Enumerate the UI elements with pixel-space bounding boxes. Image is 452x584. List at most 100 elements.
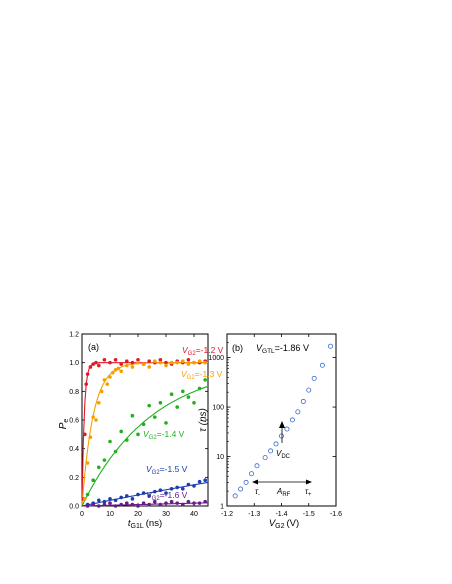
data-point-series-3 xyxy=(102,458,107,462)
panel-label-a: (a) xyxy=(88,342,99,352)
arf-arrow-left-head xyxy=(252,479,258,485)
data-point-series-4 xyxy=(192,484,196,488)
data-point-b xyxy=(289,417,295,423)
data-point-series-4 xyxy=(108,497,112,501)
data-point-series-2 xyxy=(97,401,101,405)
data-point-b xyxy=(328,343,334,349)
data-point-series-2 xyxy=(147,365,151,369)
data-point-series-1 xyxy=(125,359,129,364)
data-point-series-2 xyxy=(91,415,95,419)
data-point-series-3 xyxy=(181,389,185,394)
y-ticks-a: 0.0 0.2 0.4 0.6 0.8 1.0 1.2 xyxy=(69,332,208,511)
data-point-series-1 xyxy=(113,358,118,362)
data-point-series-2 xyxy=(181,359,185,364)
data-point-series-2 xyxy=(130,365,135,369)
data-point-series-3 xyxy=(192,401,196,405)
vdc-label: VDC xyxy=(276,449,291,460)
data-point-series-5 xyxy=(192,501,196,505)
data-point-series-4 xyxy=(203,478,207,483)
data-point-b xyxy=(243,479,249,485)
data-point-series-5 xyxy=(153,499,157,504)
y-tick-label-a: 0.0 xyxy=(69,504,79,511)
data-point-series-1 xyxy=(186,358,191,362)
data-point-series-2 xyxy=(116,366,121,371)
data-point-series-5 xyxy=(97,504,101,508)
arf-arrow-right-head xyxy=(306,479,312,485)
data-point-series-1 xyxy=(97,363,101,368)
data-point-series-4 xyxy=(136,492,140,497)
x-tick-label-b: -1.5 xyxy=(303,511,315,518)
data-point-series-2 xyxy=(113,368,118,372)
data-point-series-1 xyxy=(102,358,107,362)
data-point-series-2 xyxy=(136,360,140,365)
data-point-series-1 xyxy=(85,372,90,376)
y-tick-label-a: 0.4 xyxy=(69,446,79,453)
data-point-series-1 xyxy=(130,360,135,365)
x-tick-label-b: -1.2 xyxy=(221,511,233,518)
data-point-series-2 xyxy=(197,359,202,364)
data-point-series-4 xyxy=(164,491,168,495)
y-tick-label-a: 0.2 xyxy=(69,475,79,482)
tau-minus-label: τ- xyxy=(255,487,260,498)
y-tick-label-a: 0.8 xyxy=(69,389,79,396)
data-point-b xyxy=(249,471,255,477)
x-tick-label-b: -1.6 xyxy=(330,511,342,518)
data-point-b xyxy=(295,409,301,415)
data-point-series-2 xyxy=(175,360,179,365)
data-point-series-5 xyxy=(203,499,207,504)
data-point-series-3 xyxy=(169,392,174,397)
data-point-series-5 xyxy=(169,499,174,504)
data-point-series-2 xyxy=(158,360,163,365)
data-point-b xyxy=(232,493,238,499)
data-point-series-2 xyxy=(164,363,168,368)
y-tick-label-a: 1.2 xyxy=(69,332,79,339)
y-tick-label-a: 1.0 xyxy=(69,360,79,367)
data-point-series-3 xyxy=(91,478,95,483)
data-point-series-3 xyxy=(197,386,202,391)
y-tick-label-b: 100 xyxy=(212,405,224,412)
data-point-series-3 xyxy=(130,413,135,418)
data-point-b xyxy=(311,375,317,381)
data-point-series-3 xyxy=(203,378,207,382)
data-point-series-5 xyxy=(113,504,118,508)
data-point-series-4 xyxy=(125,494,129,498)
data-point-series-1 xyxy=(147,359,151,364)
arf-label: ARF xyxy=(276,487,291,498)
data-point-series-5 xyxy=(85,504,90,508)
data-point-series-4 xyxy=(181,487,185,491)
data-point-series-1 xyxy=(91,362,95,366)
data-point-series-2 xyxy=(99,389,104,394)
data-point-series-3 xyxy=(164,421,168,425)
x-tick-label-a: 30 xyxy=(162,511,170,518)
data-point-b xyxy=(319,362,325,368)
data-point-series-2 xyxy=(105,382,109,386)
data-point-series-5 xyxy=(147,502,151,507)
data-point-series-3 xyxy=(85,492,90,497)
data-point-series-3 xyxy=(186,395,191,399)
series-label-2: VG2=-1.3 V xyxy=(181,369,223,381)
data-point-series-3 xyxy=(97,465,101,470)
y-axis-label-a: Pe xyxy=(58,419,70,430)
data-point-series-1 xyxy=(83,432,87,437)
x-tick-label-a: 0 xyxy=(80,511,84,518)
data-point-series-3 xyxy=(158,401,163,405)
data-point-series-1 xyxy=(119,362,123,366)
data-point-b xyxy=(278,433,284,439)
data-point-series-4 xyxy=(130,497,135,501)
data-point-b xyxy=(268,448,274,454)
fit-curve-3 xyxy=(81,385,209,507)
y-tick-label-b: 10 xyxy=(216,454,224,461)
data-point-series-4 xyxy=(119,495,123,500)
data-point-series-4 xyxy=(186,482,191,487)
data-point-series-5 xyxy=(108,501,112,505)
data-point-series-5 xyxy=(197,501,202,505)
data-point-series-3 xyxy=(125,438,129,442)
data-point-series-3 xyxy=(113,449,118,454)
data-point-series-2 xyxy=(186,362,191,366)
data-point-series-5 xyxy=(125,501,129,505)
x-tick-label-a: 10 xyxy=(106,511,114,518)
x-tick-label-a: 40 xyxy=(190,511,198,518)
data-point-series-2 xyxy=(119,369,123,374)
series-label-3: VG2=-1.4 V xyxy=(143,429,185,441)
data-point-series-4 xyxy=(147,494,151,498)
